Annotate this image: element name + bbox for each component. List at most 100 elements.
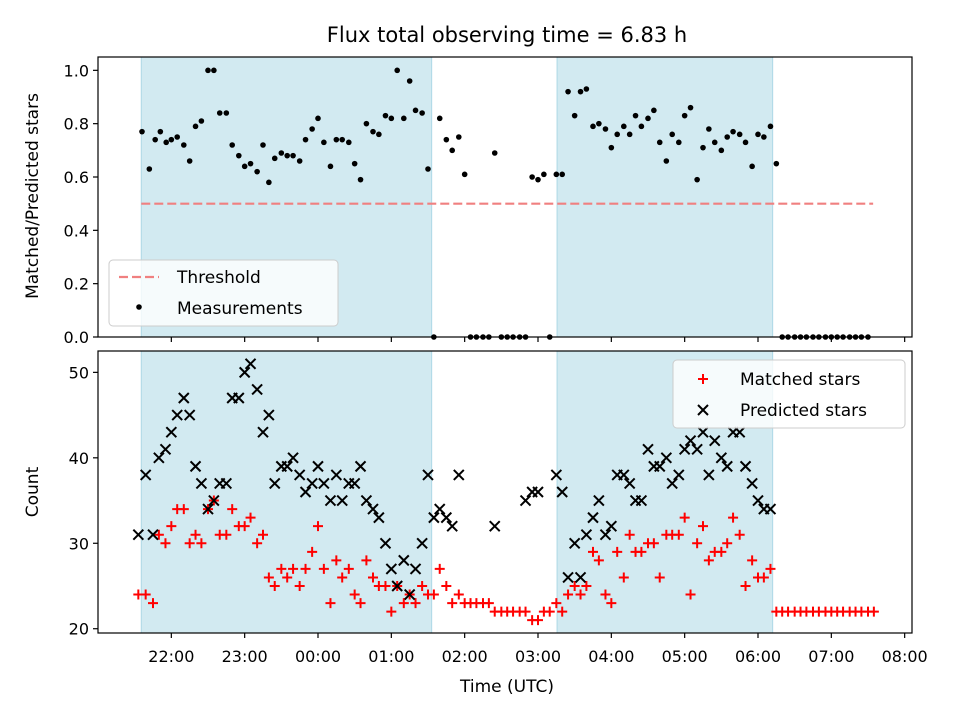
matched-point xyxy=(343,563,354,574)
matched-point xyxy=(447,598,458,609)
measurement-point xyxy=(559,171,565,178)
matched-point xyxy=(685,589,696,600)
y-tick-label: 50 xyxy=(69,363,89,382)
predicted-point xyxy=(257,426,269,438)
matched-point xyxy=(551,598,562,609)
predicted-point xyxy=(132,529,145,541)
predicted-point xyxy=(367,503,379,515)
matched-point xyxy=(140,589,151,600)
measurement-point xyxy=(351,160,358,167)
measurement-point xyxy=(730,128,736,135)
matched-point xyxy=(276,563,287,574)
matched-point xyxy=(252,538,263,549)
predicted-point xyxy=(416,537,428,549)
measurement-point xyxy=(456,134,462,140)
y-tick-label: 0.8 xyxy=(64,115,89,134)
measurement-point xyxy=(436,115,443,122)
predicted-point xyxy=(678,443,691,455)
measurement-point xyxy=(706,126,712,132)
measurement-point xyxy=(321,139,327,146)
matched-point xyxy=(600,589,611,600)
predicted-point xyxy=(189,460,202,473)
measurement-point xyxy=(626,131,633,138)
measurement-point xyxy=(139,128,145,135)
matched-point xyxy=(361,555,372,566)
y-tick-label: 0.6 xyxy=(64,168,89,187)
measurement-point xyxy=(247,160,254,167)
matched-point xyxy=(636,546,647,557)
predicted-point xyxy=(165,426,178,438)
y-tick-label: 20 xyxy=(69,620,89,639)
measurement-point xyxy=(327,163,334,170)
predicted-point xyxy=(263,409,275,421)
x-tick-label: 02:00 xyxy=(442,647,488,666)
measurement-point xyxy=(443,136,450,143)
predicted-point xyxy=(306,477,318,490)
measurement-point xyxy=(645,115,651,122)
predicted-point xyxy=(599,529,612,541)
matched-point xyxy=(184,538,195,549)
matched-point xyxy=(734,529,745,540)
measurement-point xyxy=(711,139,718,146)
matched-point xyxy=(288,563,299,574)
measurement-point xyxy=(656,139,663,146)
measurement-point xyxy=(669,131,675,138)
predicted-point xyxy=(519,494,532,507)
predicted-point xyxy=(446,520,458,532)
measurement-point xyxy=(198,118,205,124)
predicted-point xyxy=(489,520,501,532)
matched-point xyxy=(692,538,703,549)
predicted-point xyxy=(422,469,434,481)
measurement-point xyxy=(461,171,468,178)
x-axis-label: Time (UTC) xyxy=(459,677,554,697)
matched-point xyxy=(368,572,378,583)
measurement-point xyxy=(211,67,217,74)
matched-point xyxy=(593,555,604,566)
predicted-point xyxy=(550,469,563,481)
measurement-point xyxy=(260,142,266,148)
measurement-point xyxy=(186,158,193,164)
measurement-point xyxy=(236,152,242,159)
measurement-point xyxy=(174,134,180,140)
matched-point xyxy=(313,521,323,532)
measurement-point xyxy=(676,139,682,146)
predicted-point xyxy=(373,511,385,524)
measurement-point xyxy=(773,160,780,167)
predicted-point xyxy=(752,494,764,507)
matched-point xyxy=(227,504,238,515)
measurement-point xyxy=(742,139,749,146)
matched-point xyxy=(581,581,592,591)
predicted-point xyxy=(244,358,257,370)
matched-point xyxy=(337,572,348,583)
predicted-point xyxy=(324,494,337,507)
matched-point xyxy=(355,598,366,609)
predicted-point xyxy=(183,409,196,421)
measurement-point xyxy=(529,174,535,180)
predicted-point xyxy=(403,588,416,601)
measurement-point xyxy=(614,131,620,138)
predicted-point xyxy=(398,554,410,567)
matched-point xyxy=(575,589,586,600)
predicted-point xyxy=(666,477,678,490)
measurement-point xyxy=(621,123,627,130)
predicted-point xyxy=(721,460,733,473)
matched-point xyxy=(765,563,776,574)
matched-point xyxy=(679,512,690,523)
measurement-point xyxy=(266,179,272,186)
matched-point xyxy=(648,538,659,549)
measurement-point xyxy=(163,139,169,146)
measurement-point xyxy=(553,171,560,178)
matched-point xyxy=(294,581,305,591)
predicted-point xyxy=(208,494,220,507)
legend-predicted-swatch xyxy=(697,404,709,416)
measurement-point xyxy=(401,115,407,122)
matched-point xyxy=(654,572,665,583)
shaded-interval xyxy=(140,350,433,634)
predicted-point xyxy=(379,537,392,549)
predicted-point xyxy=(709,435,721,447)
matched-point xyxy=(563,589,574,600)
predicted-point xyxy=(220,477,233,490)
matched-point xyxy=(258,529,268,540)
shaded-interval xyxy=(556,56,774,338)
measurement-point xyxy=(223,110,230,116)
